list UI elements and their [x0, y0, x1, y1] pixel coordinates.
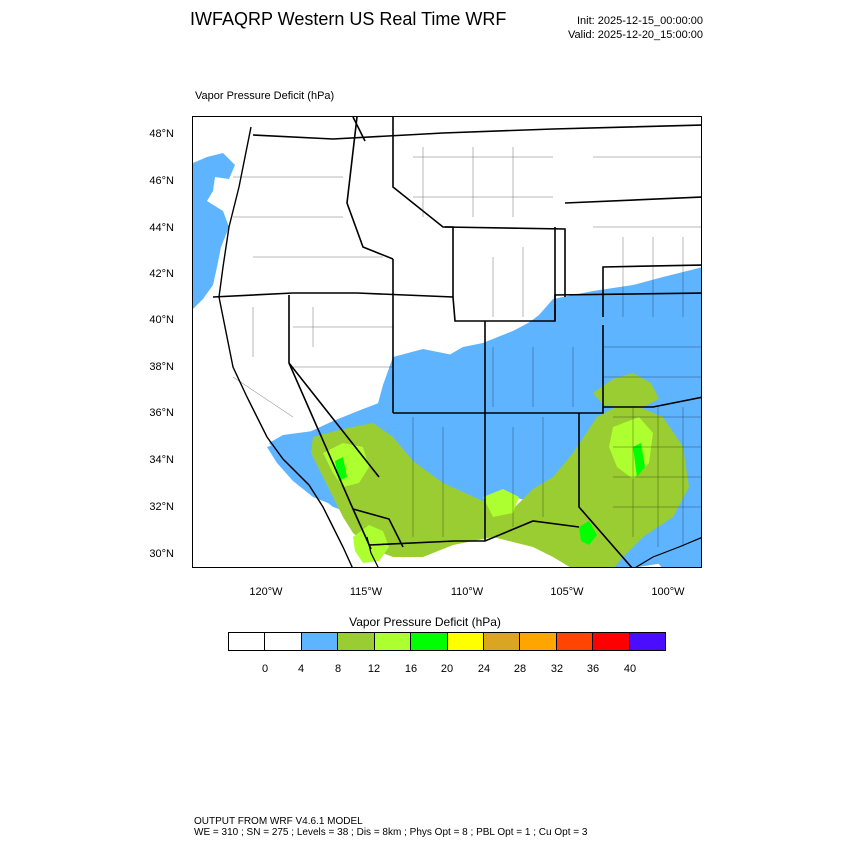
- colorbar-tick: 16: [404, 663, 418, 675]
- lon-label-120w: 120°W: [249, 586, 283, 598]
- county-lines: [232, 147, 701, 547]
- colorbar-tick: 36: [586, 663, 600, 675]
- colorbar-swatch-10: [593, 633, 630, 650]
- vpd-fill-4-8-interior: [377, 315, 555, 421]
- colorbar-tick: 12: [367, 663, 381, 675]
- colorbar-swatch-2: [301, 633, 339, 650]
- state-boundaries: [212, 117, 701, 567]
- lat-label-34n: 34°N: [149, 454, 174, 466]
- colorbar-swatch-3: [338, 633, 375, 650]
- lat-label-48n: 48°N: [149, 128, 174, 140]
- colorbar: [228, 632, 666, 651]
- map-field-label: Vapor Pressure Deficit (hPa): [195, 90, 335, 102]
- vpd-fill-12-16-nm: [483, 489, 519, 517]
- colorbar-swatch-1: [265, 633, 302, 650]
- colorbar-tick: 4: [297, 663, 305, 675]
- vpd-fill-12-16-baja: [353, 525, 389, 563]
- colorbar-swatch-9: [556, 633, 594, 650]
- colorbar-tick: 24: [477, 663, 491, 675]
- colorbar-tick: 8: [334, 663, 342, 675]
- colorbar-swatch-0: [229, 633, 266, 650]
- lon-label-100w: 100°W: [651, 586, 685, 598]
- lon-label-110w: 110°W: [450, 586, 484, 598]
- run-info: Init: 2025-12-15_00:00:00 Valid: 2025-12…: [568, 14, 703, 42]
- colorbar-tick: 20: [440, 663, 454, 675]
- vpd-fill-16-20-rgv: [579, 521, 597, 545]
- lat-label-30n: 30°N: [149, 548, 174, 560]
- init-time: Init: 2025-12-15_00:00:00: [577, 15, 703, 27]
- map-panel: [192, 116, 702, 568]
- baja-gulf-coast: [366, 536, 379, 567]
- footer-line-1: OUTPUT FROM WRF V4.6.1 MODEL: [194, 816, 363, 827]
- model-footer: OUTPUT FROM WRF V4.6.1 MODEL WE = 310 ; …: [194, 816, 587, 838]
- colorbar-tick: 28: [513, 663, 527, 675]
- colorbar-swatch-4: [374, 633, 412, 650]
- colorbar-title: Vapor Pressure Deficit (hPa): [349, 615, 501, 629]
- lon-label-105w: 105°W: [550, 586, 584, 598]
- colorbar-swatch-6: [447, 633, 484, 650]
- vpd-fill-8-12-ne: [593, 373, 659, 407]
- vpd-fill-12-16-socal: [323, 443, 369, 487]
- vpd-fill-gulf: [653, 547, 701, 567]
- colorbar-swatch-7: [483, 633, 521, 650]
- coastline: [218, 126, 353, 567]
- lat-label-38n: 38°N: [149, 361, 174, 373]
- lat-label-42n: 42°N: [149, 268, 174, 280]
- vpd-fill-16-20-tx: [633, 443, 645, 477]
- lat-label-46n: 46°N: [149, 175, 174, 187]
- colorbar-tick: 40: [623, 663, 637, 675]
- lon-label-115w: 115°W: [349, 586, 383, 598]
- lat-label-40n: 40°N: [149, 314, 174, 326]
- colorbar-tick: 0: [261, 663, 269, 675]
- main-title: IWFAQRP Western US Real Time WRF: [190, 9, 507, 29]
- colorbar-tick: 32: [550, 663, 564, 675]
- lat-label-36n: 36°N: [149, 407, 174, 419]
- lat-label-44n: 44°N: [149, 222, 174, 234]
- vpd-fill-4-8-pacific: [193, 153, 235, 309]
- lat-label-32n: 32°N: [149, 501, 174, 513]
- colorbar-swatch-5: [411, 633, 448, 650]
- valid-time: Valid: 2025-12-20_15:00:00: [568, 29, 703, 41]
- colorbar-swatch-8: [520, 633, 557, 650]
- colorbar-swatch-11: [629, 633, 666, 650]
- footer-line-2: WE = 310 ; SN = 275 ; Levels = 38 ; Dis …: [194, 827, 588, 838]
- texas-coast: [635, 537, 701, 567]
- vpd-map: [193, 117, 701, 567]
